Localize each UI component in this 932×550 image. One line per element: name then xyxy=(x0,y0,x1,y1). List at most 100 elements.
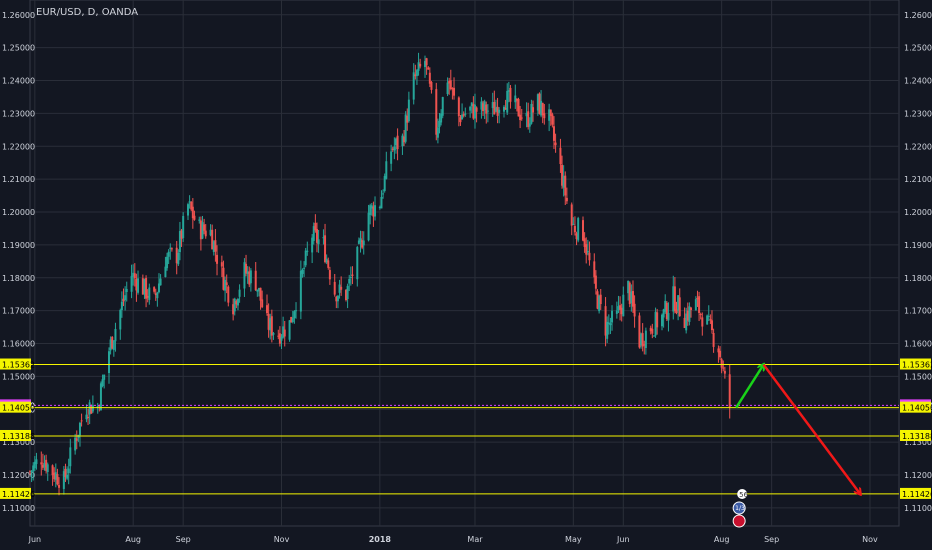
candle-body xyxy=(75,438,78,441)
candle-body xyxy=(572,223,575,225)
level-label-left-box xyxy=(0,401,31,413)
candle-body xyxy=(532,107,535,113)
candle-body xyxy=(143,278,146,295)
candle-body xyxy=(515,98,518,101)
candle-body xyxy=(212,241,215,253)
candle-body xyxy=(193,215,196,220)
candle-body xyxy=(720,359,723,368)
candle-body xyxy=(190,202,193,210)
level-label-right: 1.15362 xyxy=(902,361,932,370)
candle-body xyxy=(472,104,475,119)
candle-body xyxy=(133,273,136,279)
candle-body xyxy=(585,244,588,255)
candle-body xyxy=(575,233,578,240)
projection-up-arrow xyxy=(735,365,763,409)
candle-body xyxy=(615,310,618,314)
candle-body xyxy=(723,370,726,374)
candle-body xyxy=(541,102,544,116)
candle-body xyxy=(385,161,388,179)
candle-body xyxy=(301,269,304,274)
candle-body xyxy=(453,87,456,96)
candle-body xyxy=(607,322,610,324)
y-tick-left: 1.11000 xyxy=(2,504,35,513)
candle-body xyxy=(527,111,530,128)
candle-body xyxy=(378,206,381,208)
candle-body xyxy=(280,336,283,341)
candle-body xyxy=(254,270,257,291)
candle-body xyxy=(222,267,225,290)
candle-body xyxy=(604,306,607,336)
candle-body xyxy=(473,104,476,119)
candle-body xyxy=(324,235,327,263)
candle-body xyxy=(661,314,663,327)
candle-body xyxy=(182,215,185,239)
x-tick-label: 2018 xyxy=(369,535,392,544)
candle-body xyxy=(87,416,90,418)
candle-body xyxy=(90,405,93,414)
candle-body xyxy=(51,465,54,476)
candle-body xyxy=(483,101,486,111)
candle-body xyxy=(374,205,377,217)
candle-body xyxy=(167,251,170,257)
x-tick-label: Sep xyxy=(176,535,191,544)
candle-body xyxy=(404,114,407,142)
candle-body xyxy=(290,316,293,323)
candle-body xyxy=(29,471,31,473)
event-badge-count-2: 1/3 xyxy=(735,505,745,512)
candle-body xyxy=(204,230,207,237)
candle-body xyxy=(299,270,302,312)
candle-body xyxy=(644,330,647,348)
candle-body xyxy=(199,220,202,240)
candle-body xyxy=(88,402,91,415)
candle-body xyxy=(227,286,230,303)
y-tick-right: 1.21000 xyxy=(904,175,932,184)
candle-body xyxy=(233,298,236,312)
candle-body xyxy=(672,286,675,312)
candle-body xyxy=(509,87,512,102)
candle-body xyxy=(710,320,713,331)
candle-body xyxy=(120,301,123,311)
candle-body xyxy=(564,175,567,196)
candle-body xyxy=(114,328,117,342)
candle-body xyxy=(519,114,522,121)
y-tick-right: 1.24000 xyxy=(904,77,932,86)
candle-body xyxy=(577,218,580,241)
candle-body xyxy=(119,310,122,330)
candle-body xyxy=(348,278,351,284)
candle-body xyxy=(517,99,520,117)
x-tick-label: May xyxy=(565,535,582,544)
candle-body xyxy=(367,212,370,241)
candle-body xyxy=(288,320,291,340)
candle-body xyxy=(551,114,554,125)
candle-body xyxy=(425,58,428,66)
candle-body xyxy=(507,90,510,92)
candle-body xyxy=(169,247,172,249)
y-tick-right: 1.11000 xyxy=(904,504,932,513)
candle-body xyxy=(475,107,478,112)
candle-body xyxy=(327,260,330,268)
candle-body xyxy=(698,296,701,313)
candle-body xyxy=(673,286,676,312)
candle-body xyxy=(712,332,715,347)
candle-body xyxy=(54,472,57,480)
y-tick-right: 1.12000 xyxy=(904,471,932,480)
event-badge-flag-icon xyxy=(732,501,746,515)
candle-body xyxy=(214,240,217,252)
candle-body xyxy=(722,367,725,369)
candle-body xyxy=(380,197,383,209)
candle-body xyxy=(417,62,420,71)
candle-body xyxy=(656,312,659,328)
candle-body xyxy=(146,296,149,298)
event-badge-circle xyxy=(737,489,748,499)
candle-body xyxy=(652,335,655,337)
level-label-left: 1.14050 xyxy=(2,404,35,413)
candle-body xyxy=(719,350,722,358)
candle-body xyxy=(178,231,181,253)
candle-body xyxy=(99,383,102,411)
candle-body xyxy=(593,261,596,278)
candle-body xyxy=(166,256,169,269)
candle-body xyxy=(493,102,496,115)
event-badge-count: 56 xyxy=(739,491,748,499)
